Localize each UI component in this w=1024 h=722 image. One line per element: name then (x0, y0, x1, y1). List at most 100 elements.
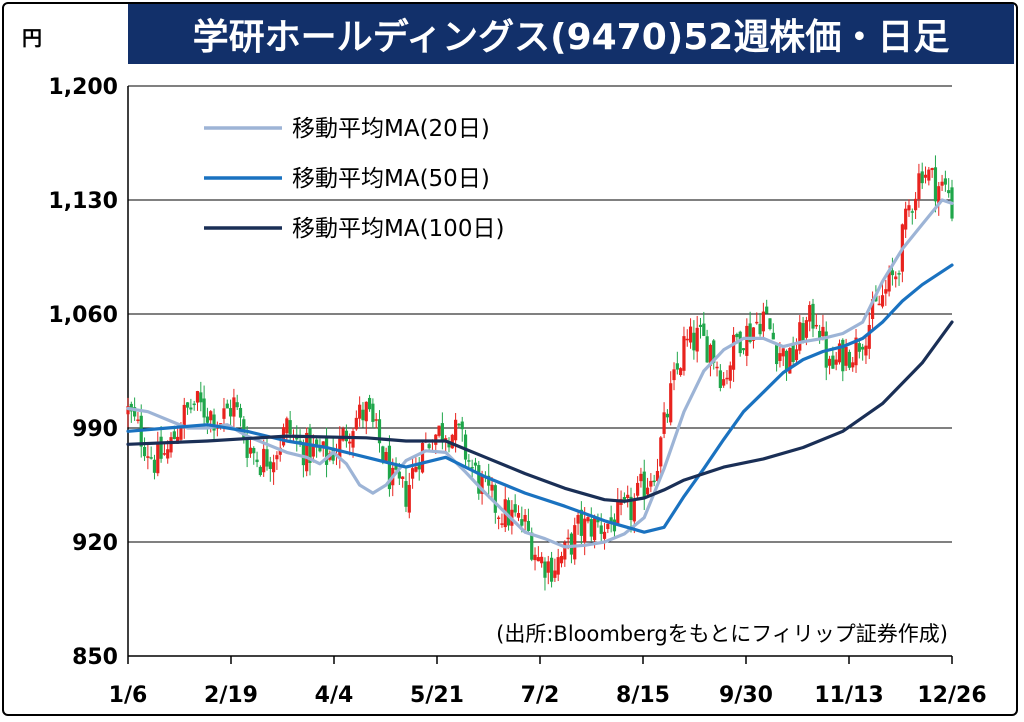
candle-body (834, 359, 838, 365)
y-unit-label: 円 (22, 26, 42, 50)
candle-body (616, 500, 620, 526)
candle-body (477, 465, 481, 494)
candle-body (940, 181, 944, 186)
candle-body (698, 324, 703, 327)
candle-body (755, 321, 759, 324)
candle-body (367, 397, 372, 410)
x-tick-label: 1/6 (109, 683, 148, 708)
line-ma50 (126, 263, 954, 534)
candle-body (897, 273, 901, 275)
candle-body (579, 509, 583, 536)
candle-body (497, 517, 501, 519)
candle-body (844, 346, 848, 366)
candle-body (262, 448, 266, 473)
line-ma100 (126, 320, 954, 503)
candle-body (682, 336, 686, 371)
candle-body (384, 451, 388, 463)
candle-body (295, 437, 299, 440)
candle-body (589, 519, 593, 537)
candle-body (268, 461, 272, 469)
candle-body (454, 419, 458, 441)
candle-body (761, 311, 765, 332)
candle-body (371, 403, 375, 422)
candle-body (841, 339, 845, 372)
candle-body (781, 348, 785, 357)
candle-body (788, 348, 792, 374)
candle-body (533, 554, 537, 561)
candle-body (576, 515, 580, 524)
candle-body (540, 556, 544, 564)
candle-body (470, 467, 474, 469)
candle-body (169, 437, 173, 453)
candle-body (321, 441, 325, 449)
candle-body (731, 334, 736, 370)
candle-body (609, 517, 613, 522)
candle-body (275, 455, 279, 460)
candle-body (867, 324, 871, 349)
candle-body (351, 431, 355, 448)
candle-body (185, 402, 190, 408)
candle-body (146, 456, 150, 458)
candle-body (493, 485, 497, 513)
candle-body (553, 570, 557, 578)
candle-body (890, 270, 895, 276)
candle-body (636, 482, 640, 496)
candle-body (665, 413, 670, 418)
candle-body (794, 349, 799, 361)
candle-body (827, 358, 832, 366)
x-tick-label: 8/15 (616, 683, 670, 708)
candle-body (947, 190, 951, 194)
candle-body (500, 523, 504, 525)
candle-body (748, 323, 752, 343)
candle-body (437, 425, 441, 436)
candle-body (599, 525, 603, 534)
candle-body (907, 205, 911, 211)
candle-body (622, 497, 626, 500)
candle-body (394, 465, 398, 470)
candle-body (695, 327, 699, 352)
candle-body (688, 326, 693, 343)
candle-body (225, 403, 229, 409)
candle-body (718, 370, 722, 388)
candle-body (771, 332, 775, 340)
candle-body (626, 494, 630, 499)
candle-body (692, 332, 696, 351)
candle-body (659, 437, 663, 467)
candle-body (401, 476, 405, 480)
candle-body (341, 428, 345, 441)
legend-label-ma100: 移動平均MA(100日) (292, 216, 504, 242)
candle-body (864, 345, 868, 356)
candle-body (192, 403, 196, 406)
candle-body (245, 438, 249, 458)
candle-body (894, 276, 898, 280)
candle-body (414, 466, 418, 472)
candle-body (563, 542, 567, 560)
candle-body (669, 383, 673, 423)
chart-title: 学研ホールディングス(9470)52週株価・日足 (128, 4, 1014, 64)
candle-body (235, 402, 239, 408)
candle-body (407, 484, 411, 513)
candle-body (602, 531, 607, 539)
candle-body (645, 487, 650, 495)
candle-body (913, 198, 918, 211)
candle-body (705, 336, 709, 363)
candle-body (232, 397, 236, 417)
candle-body (801, 323, 805, 344)
candle-body (639, 473, 643, 482)
candle-body (199, 392, 203, 403)
candle-body (758, 323, 762, 335)
candle-body (920, 171, 924, 184)
candle-body (450, 434, 454, 449)
y-tick-label: 990 (72, 417, 118, 442)
candle-body (255, 459, 259, 463)
candle-body (923, 174, 928, 178)
candle-body (642, 471, 646, 499)
x-tick-label: 7/2 (521, 683, 560, 708)
candle-body (741, 348, 746, 351)
source-note: (出所:Bloombergをもとにフィリップ証券作成) (496, 622, 948, 646)
candle-body (126, 406, 130, 415)
candle-body (513, 504, 517, 513)
candle-body (857, 343, 861, 352)
legend-label-ma50: 移動平均MA(50日) (292, 166, 490, 192)
candle-body (463, 434, 468, 460)
